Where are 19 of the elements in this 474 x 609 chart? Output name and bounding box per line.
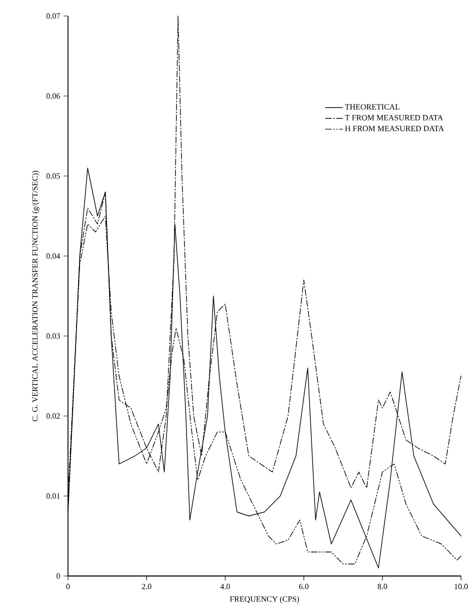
legend-label: THEORETICAL [345, 104, 400, 110]
x-tick-label: 0 [66, 584, 70, 590]
x-tick-label: 6.0 [299, 584, 308, 590]
x-tick-label: 2.0 [142, 584, 152, 590]
y-axis-title: C. G. VERTICAL ACCELERATION TRANSFER FUNCTION (g/(FT/SEC)) [32, 170, 40, 422]
y-tick-label: 0.02 [46, 413, 60, 419]
y-tick-label: 0.05 [46, 173, 60, 179]
y-tick-label: 0 [56, 573, 60, 579]
x-tick-label: 10.0 [454, 584, 468, 590]
x-tick-label: 4.0 [220, 584, 230, 590]
y-tick-label: 0.07 [46, 13, 60, 19]
y-tick-label: 0.06 [46, 93, 60, 99]
x-axis-title: FREQUENCY (CPS) [230, 596, 299, 604]
legend-label: H FROM MEASURED DATA [345, 126, 444, 132]
y-tick-label: 0.04 [46, 253, 60, 259]
y-tick-label: 0.03 [46, 333, 60, 339]
legend-label: T FROM MEASURED DATA [345, 114, 444, 120]
y-tick-label: 0.01 [46, 493, 60, 499]
x-tick-label: 8.0 [378, 584, 388, 590]
